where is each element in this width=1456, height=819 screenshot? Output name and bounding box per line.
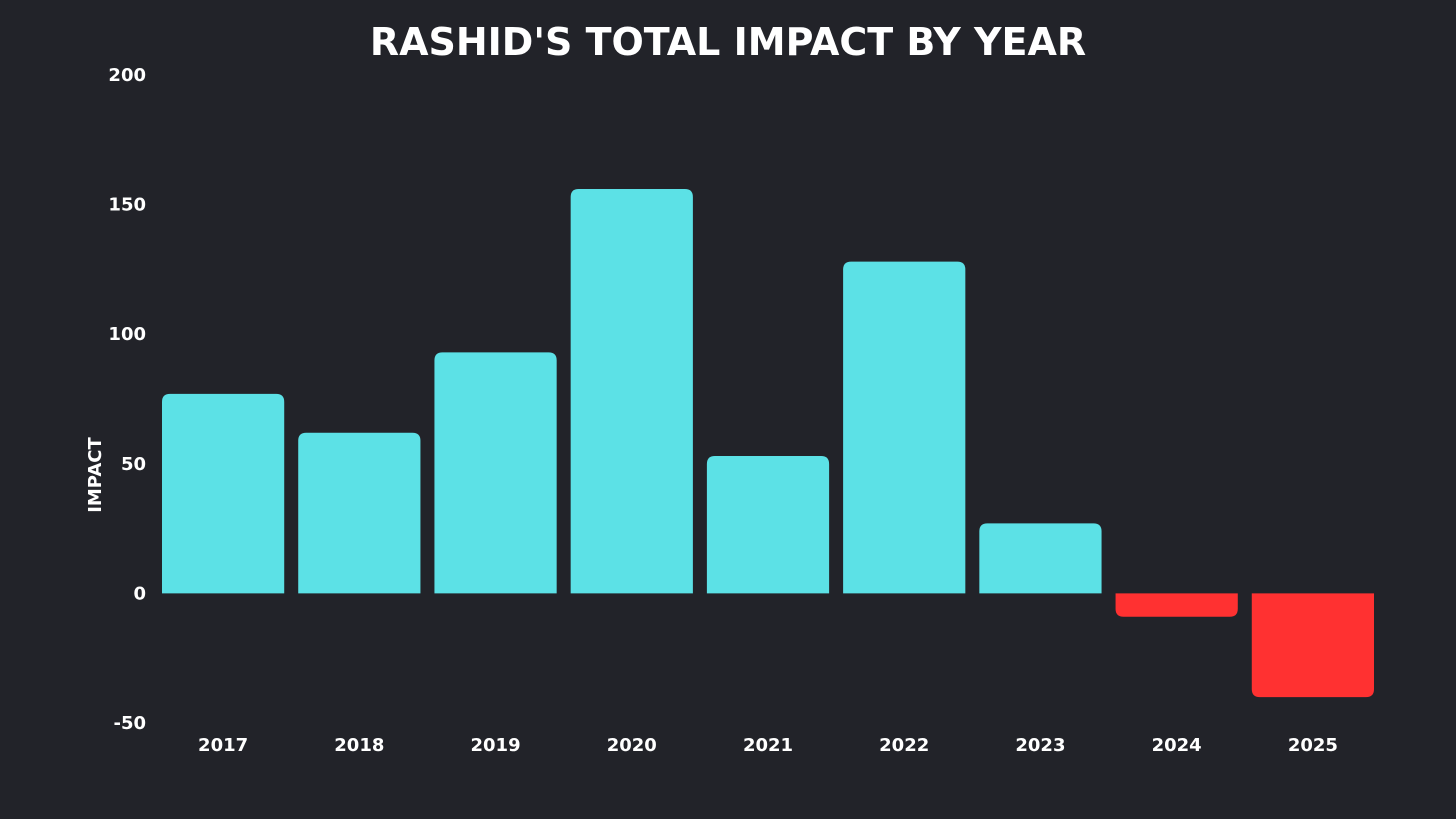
x-tick-label: 2022	[879, 735, 929, 756]
x-tick-label: 2021	[743, 735, 793, 756]
x-tick-label: 2024	[1152, 735, 1202, 756]
bar-2019	[434, 352, 557, 594]
x-axis-ticks: 2017 2018 2019 2020 2021 2022 2023 2024 2025	[198, 735, 1338, 756]
x-tick-label: 2019	[471, 735, 521, 756]
bars	[162, 189, 1374, 698]
x-tick-label: 2020	[607, 735, 657, 756]
y-tick-label: 150	[108, 195, 146, 216]
y-tick-label: 200	[108, 65, 146, 86]
x-tick-label: 2018	[334, 735, 384, 756]
y-tick-label: 50	[121, 454, 146, 475]
bar-2025	[1251, 593, 1374, 698]
bar-2020	[570, 189, 693, 594]
bar-2018	[298, 432, 421, 594]
bar-2023	[979, 523, 1102, 594]
x-tick-label: 2017	[198, 735, 248, 756]
bar-2022	[843, 261, 966, 594]
bar-2017	[162, 393, 285, 594]
y-axis-label: IMPACT	[85, 436, 106, 512]
x-tick-label: 2025	[1288, 735, 1338, 756]
y-tick-label: 0	[133, 583, 146, 604]
bar-2024	[1115, 593, 1238, 617]
chart-title: RASHID'S TOTAL IMPACT BY YEAR	[369, 20, 1087, 64]
y-tick-label: 100	[108, 324, 146, 345]
y-tick-label: -50	[113, 713, 146, 734]
bar-2021	[706, 456, 830, 594]
x-tick-label: 2023	[1015, 735, 1065, 756]
y-axis-ticks: -50 0 50 100 150 200	[108, 65, 146, 734]
